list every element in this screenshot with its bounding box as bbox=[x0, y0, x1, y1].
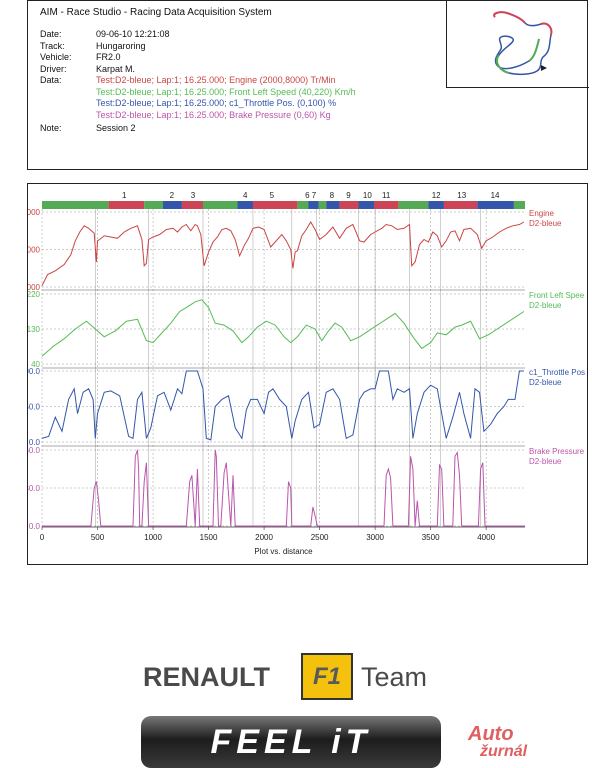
series-sub-1: D2-bleue bbox=[529, 301, 562, 310]
x-tick-label: 0 bbox=[40, 533, 45, 542]
series-name-1: Front Left Spee bbox=[529, 291, 585, 300]
team-logo-text: Team bbox=[361, 662, 428, 692]
series-name-2: c1_Throttle Pos bbox=[529, 368, 585, 377]
x-tick-label: 2500 bbox=[311, 533, 329, 542]
direction-arrow-icon bbox=[541, 65, 547, 71]
y-tick-label: 0.0 bbox=[29, 522, 41, 531]
feel-it-banner: FEEL iT bbox=[141, 716, 441, 768]
sector-segment bbox=[144, 201, 164, 209]
series-sub-0: D2-bleue bbox=[529, 219, 562, 228]
sector-label: 7 bbox=[312, 191, 317, 200]
data-line-1-value: Test:D2-bleue; Lap:1; 16.25.000; Engine … bbox=[96, 75, 336, 85]
series-line-0 bbox=[41, 221, 525, 287]
telemetry-chart: 1234567891011121314200050008000EngineD2-… bbox=[20, 183, 588, 565]
sector-segment bbox=[477, 201, 514, 209]
x-tick-label: 1000 bbox=[144, 533, 162, 542]
x-tick-label: 1500 bbox=[200, 533, 218, 542]
sector-segment bbox=[443, 201, 478, 209]
meta-row-driver-value: Karpat M. bbox=[96, 63, 136, 74]
y-tick-label: 0.0 bbox=[29, 438, 41, 447]
track-map bbox=[446, 1, 589, 88]
sector-label: 12 bbox=[432, 191, 441, 200]
sector-segment bbox=[373, 201, 399, 209]
zurnal-logo-text: žurnál bbox=[480, 743, 528, 760]
data-line-1-label: Data: bbox=[40, 75, 62, 85]
y-tick-label: 100.0 bbox=[28, 367, 41, 376]
sector-segment bbox=[237, 201, 253, 209]
series-line-1 bbox=[41, 299, 525, 357]
sector-segment bbox=[297, 201, 309, 209]
telemetry-plot: 1234567891011121314200050008000EngineD2-… bbox=[20, 191, 585, 556]
f1-badge: F1 bbox=[301, 653, 353, 700]
sector-label: 10 bbox=[363, 191, 372, 200]
report-title: AIM - Race Studio - Racing Data Acquisit… bbox=[40, 7, 272, 18]
x-tick-label: 3000 bbox=[366, 533, 384, 542]
meta-row-vehicle-label: Vehicle: bbox=[40, 52, 72, 62]
meta-row-vehicle-value: FR2.0 bbox=[96, 52, 121, 62]
sector-segment bbox=[428, 201, 444, 209]
renault-logo: RENAULT bbox=[143, 662, 270, 692]
x-axis-label: Plot vs. distance bbox=[254, 547, 313, 556]
sector-label: 9 bbox=[346, 191, 351, 200]
sector-segment bbox=[318, 201, 327, 209]
y-tick-label: 50.0 bbox=[28, 403, 41, 412]
y-tick-label: 130 bbox=[28, 325, 41, 334]
y-tick-label: 220 bbox=[28, 290, 41, 299]
x-tick-label: 4000 bbox=[477, 533, 495, 542]
series-line-2 bbox=[41, 370, 524, 441]
series-sub-3: D2-bleue bbox=[529, 457, 562, 466]
series-name-3: Brake Pressure bbox=[529, 447, 585, 456]
sector-label: 1 bbox=[122, 191, 127, 200]
sector-segment bbox=[163, 201, 182, 209]
sector-label: 8 bbox=[330, 191, 335, 200]
x-tick-label: 2000 bbox=[255, 533, 273, 542]
sector-segment bbox=[203, 201, 238, 209]
sector-label: 2 bbox=[170, 191, 175, 200]
sector-segment bbox=[513, 201, 525, 209]
sector-segment bbox=[181, 201, 203, 209]
y-tick-label: 2000 bbox=[28, 283, 41, 292]
sector-label: 3 bbox=[191, 191, 196, 200]
sector-segment bbox=[42, 201, 109, 209]
meta-row-date-label: Date: bbox=[40, 29, 62, 39]
meta-row-note-value: Session 2 bbox=[96, 123, 136, 133]
sector-segment bbox=[108, 201, 145, 209]
sector-label: 6 bbox=[305, 191, 310, 200]
sector-label: 14 bbox=[491, 191, 500, 200]
auto-logo-text: Auto bbox=[468, 723, 514, 745]
sector-label: 11 bbox=[382, 191, 391, 200]
series-line-3 bbox=[42, 449, 525, 527]
data-line-3-value: Test:D2-bleue; Lap:1; 16.25.000; c1_Thro… bbox=[96, 98, 337, 108]
track-map-drawing bbox=[493, 11, 553, 76]
sector-label: 5 bbox=[270, 191, 275, 200]
sector-segment bbox=[252, 201, 298, 209]
data-line-2-value: Test:D2-bleue; Lap:1; 16.25.000; Front L… bbox=[96, 86, 356, 97]
meta-row-driver-label: Driver: bbox=[40, 63, 67, 74]
meta-row-track-value: Hungaroring bbox=[96, 40, 146, 51]
y-tick-label: 40 bbox=[31, 360, 40, 369]
y-tick-label: 5000 bbox=[28, 246, 41, 255]
sector-segment bbox=[358, 201, 374, 209]
meta-row-track-label: Track: bbox=[40, 40, 65, 51]
sector-label: 4 bbox=[243, 191, 248, 200]
data-line-4-value: Test:D2-bleue; Lap:1; 16.25.000; Brake P… bbox=[96, 109, 331, 120]
meta-row-note-label: Note: bbox=[40, 123, 62, 133]
sector-label: 13 bbox=[457, 191, 466, 200]
y-tick-label: 60.0 bbox=[28, 446, 41, 455]
series-name-0: Engine bbox=[529, 209, 554, 218]
x-tick-label: 500 bbox=[91, 533, 105, 542]
series-sub-2: D2-bleue bbox=[529, 378, 562, 387]
sector-segment bbox=[308, 201, 319, 209]
report-header: AIM - Race Studio - Racing Data Acquisit… bbox=[27, 0, 589, 170]
auto-zurnal-logo: Auto žurnál bbox=[468, 723, 528, 761]
sector-segment bbox=[326, 201, 340, 209]
y-tick-label: 8000 bbox=[28, 208, 41, 217]
sponsor-logos: RENAULT F1 Team FEEL iT Auto žurnál bbox=[0, 640, 592, 768]
x-tick-label: 3500 bbox=[422, 533, 440, 542]
sector-segment bbox=[398, 201, 429, 209]
meta-row-date-value: 09-06-10 12:21:08 bbox=[96, 29, 170, 39]
y-tick-label: 30.0 bbox=[28, 484, 41, 493]
sector-segment bbox=[339, 201, 359, 209]
